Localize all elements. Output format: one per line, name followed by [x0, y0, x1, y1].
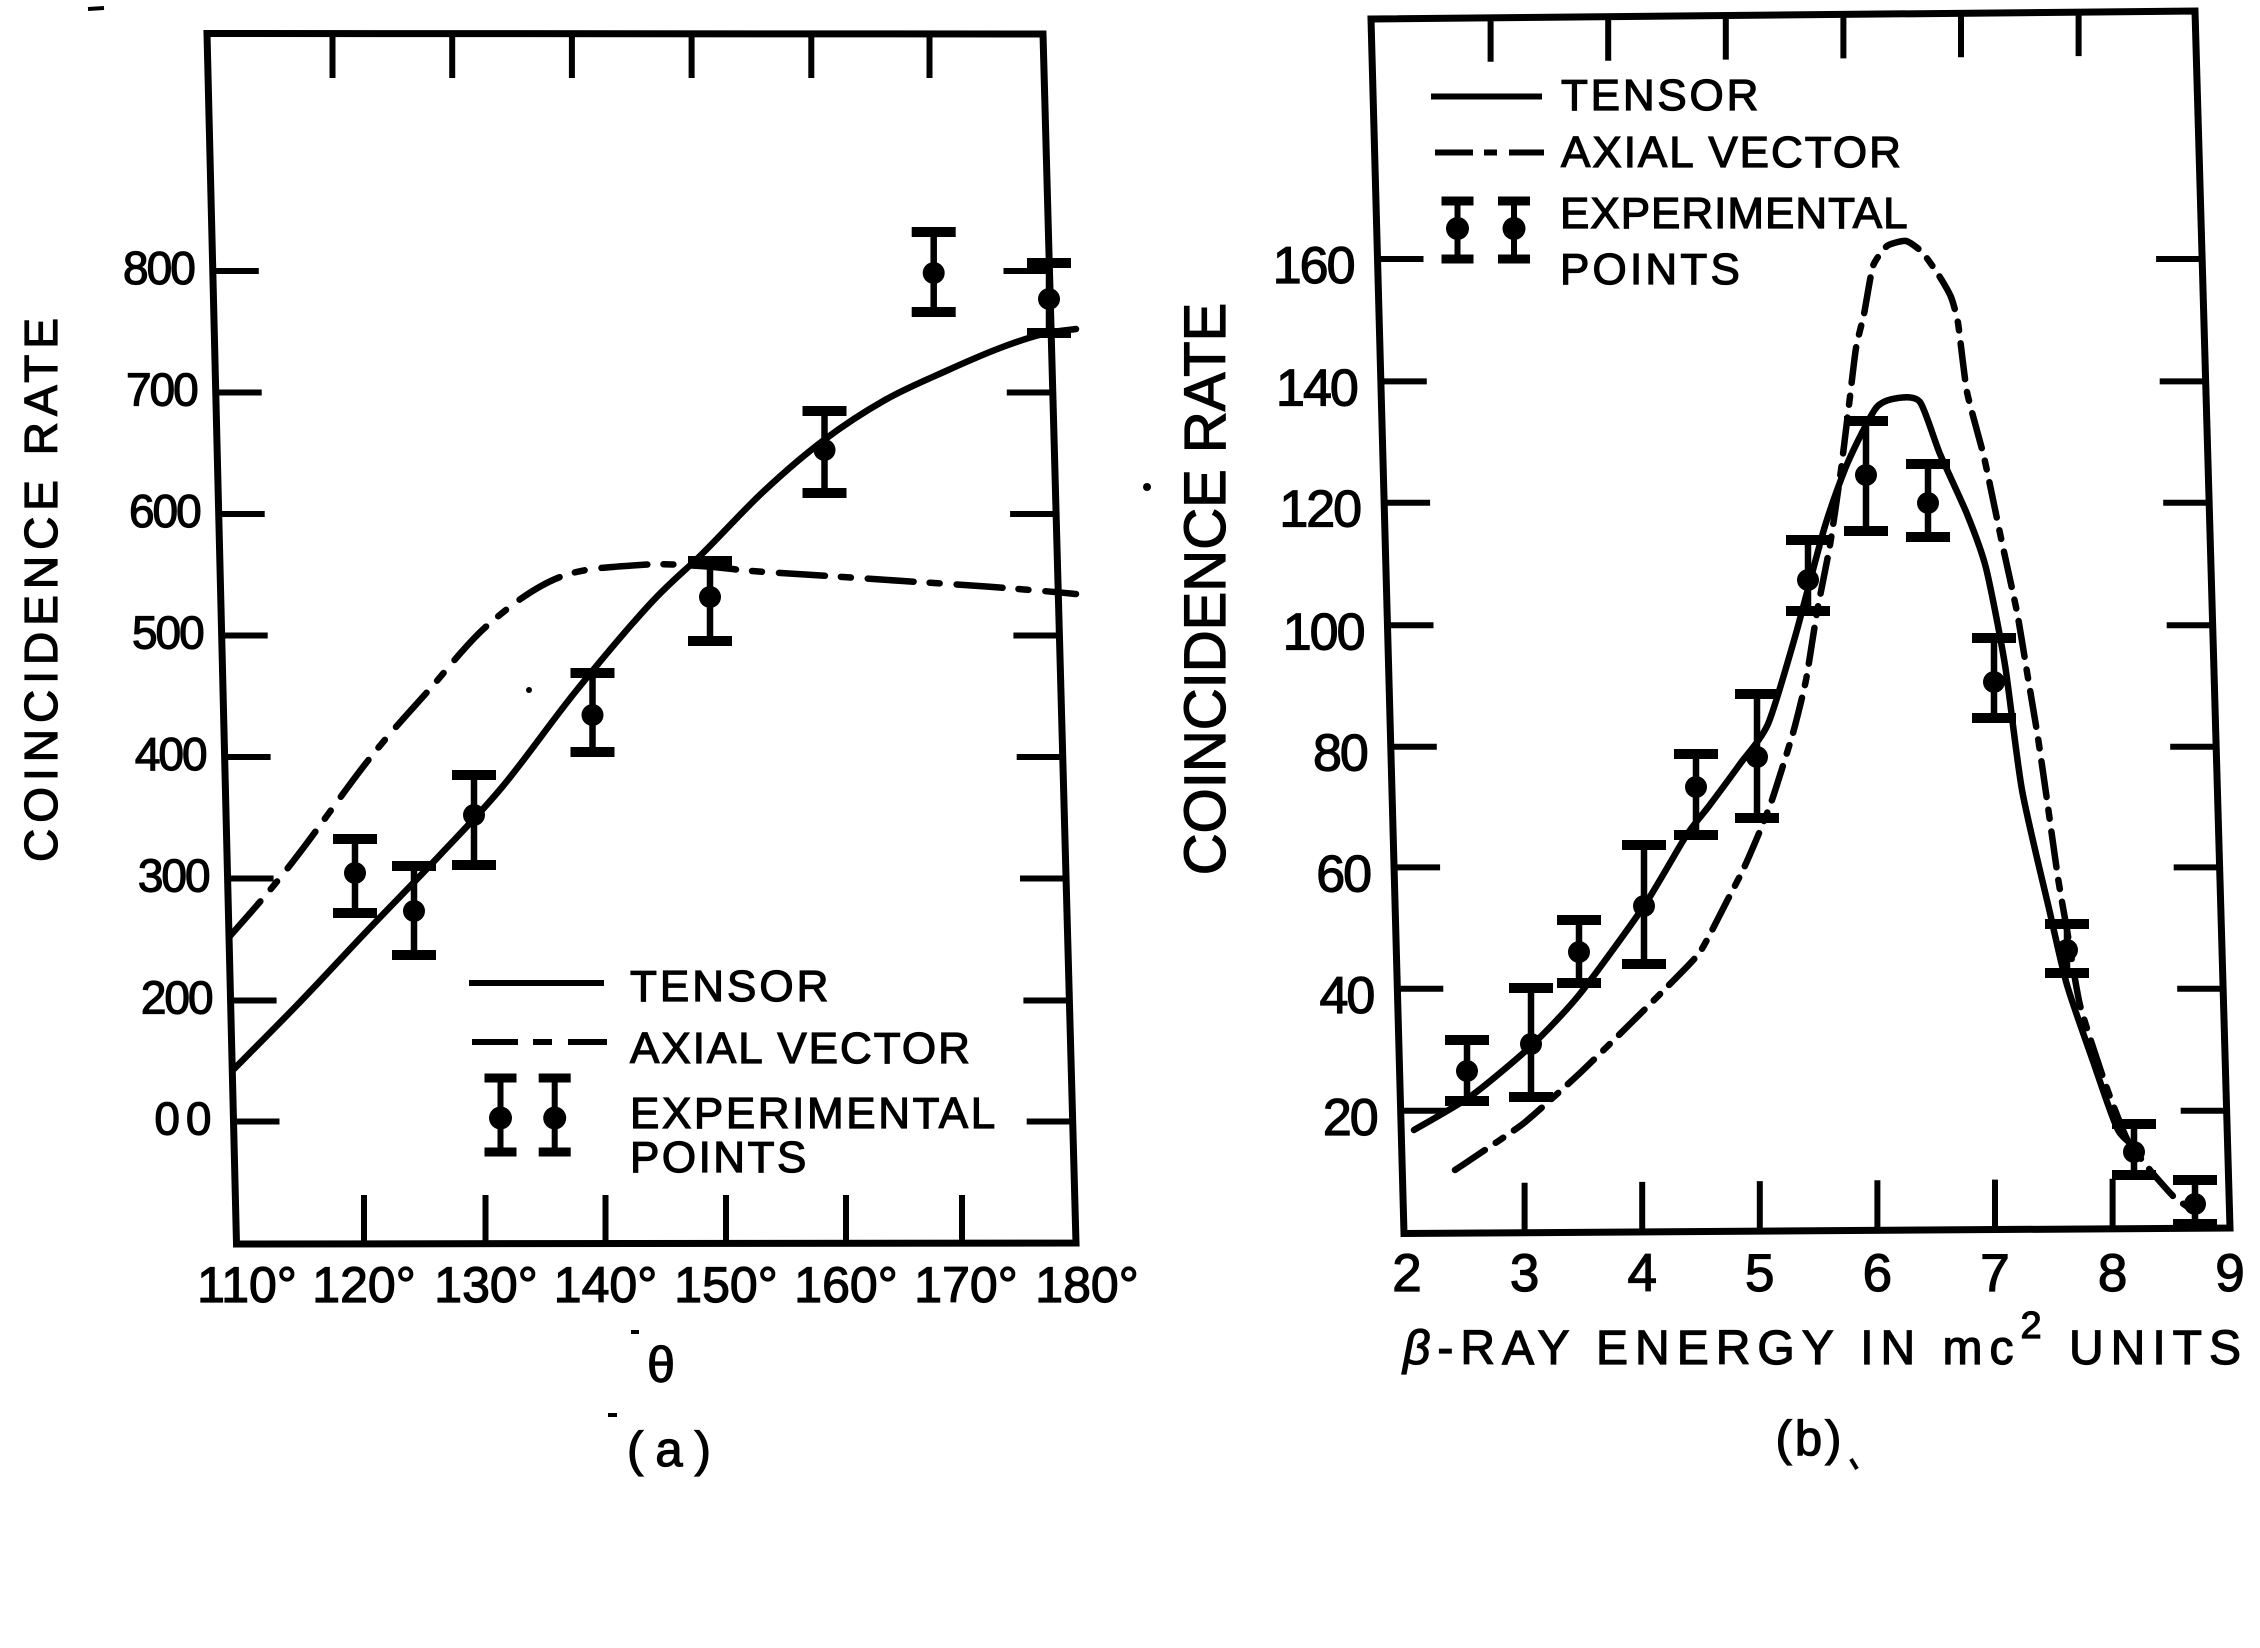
svg-text:150°: 150° [674, 1257, 777, 1313]
svg-text:20: 20 [1323, 1089, 1377, 1147]
svg-text:60: 60 [1316, 845, 1370, 903]
svg-text:3: 3 [1510, 1244, 1539, 1303]
svg-text:800: 800 [123, 242, 194, 294]
svg-text:θ: θ [647, 1337, 675, 1393]
svg-text:00: 00 [154, 1093, 217, 1145]
svg-text:POINTS: POINTS [630, 1133, 809, 1182]
svg-text:140: 140 [1276, 359, 1357, 417]
svg-text:4: 4 [1627, 1244, 1656, 1303]
svg-text:130°: 130° [434, 1257, 537, 1313]
svg-text:500: 500 [132, 607, 203, 659]
svg-text:9: 9 [2215, 1244, 2244, 1303]
svg-text:180°: 180° [1035, 1257, 1138, 1313]
svg-text:6: 6 [1863, 1244, 1892, 1303]
svg-text:POINTS: POINTS [1560, 245, 1743, 294]
svg-text:(a): (a) [627, 1423, 723, 1477]
svg-text:140°: 140° [554, 1257, 657, 1313]
svg-text:TENSOR: TENSOR [630, 962, 831, 1011]
svg-text:160°: 160° [794, 1257, 897, 1313]
svg-text:2: 2 [1392, 1244, 1421, 1303]
svg-text:600: 600 [129, 485, 200, 537]
svg-text:400: 400 [135, 728, 206, 780]
svg-text:(b): (b) [1776, 1412, 1845, 1466]
svg-text:TENSOR: TENSOR [1561, 71, 1761, 120]
svg-text:700: 700 [126, 364, 197, 416]
svg-text:COINCIDENCE RATE: COINCIDENCE RATE [1173, 303, 1238, 876]
svg-text:300: 300 [138, 850, 209, 902]
svg-text:80: 80 [1313, 725, 1367, 783]
svg-text:5: 5 [1745, 1244, 1774, 1303]
svg-text:40: 40 [1319, 967, 1373, 1025]
svg-text:8: 8 [2098, 1244, 2127, 1303]
svg-text:AXIAL VECTOR: AXIAL VECTOR [630, 1024, 972, 1073]
svg-text:120: 120 [1279, 481, 1360, 539]
svg-text:160: 160 [1273, 237, 1354, 295]
svg-text:120°: 120° [312, 1257, 415, 1313]
svg-text:100: 100 [1283, 603, 1364, 661]
svg-text:170°: 170° [914, 1257, 1017, 1313]
svg-text:EXPERIMENTAL: EXPERIMENTAL [1560, 189, 1909, 238]
svg-text:7: 7 [1980, 1244, 2009, 1303]
svg-text:EXPERIMENTAL: EXPERIMENTAL [630, 1089, 998, 1138]
svg-text:200: 200 [141, 972, 212, 1024]
svg-text:AXIAL VECTOR: AXIAL VECTOR [1561, 128, 1903, 177]
svg-text:COINCIDENCE RATE: COINCIDENCE RATE [15, 312, 67, 862]
svg-text:110°: 110° [197, 1257, 297, 1313]
